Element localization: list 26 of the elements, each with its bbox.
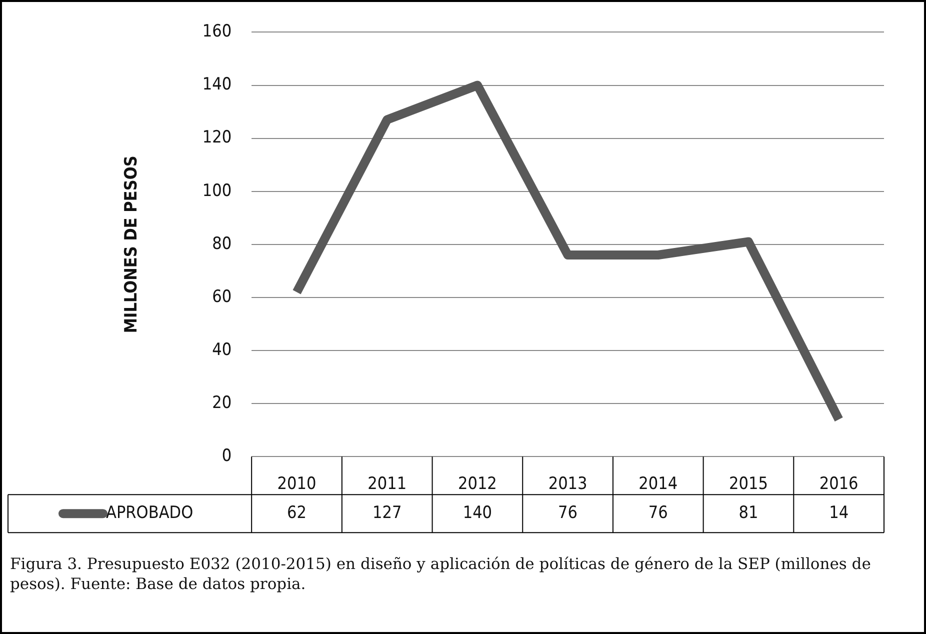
data-label: 140	[462, 503, 492, 524]
y-tick-label: 140	[202, 74, 232, 95]
x-tick-label: 2012	[458, 474, 497, 494]
text: Figura 3. Presupuesto E032 (2010-2015) en diseño y aplicación de políticas de género de la SEP (millones de pesos). Fuente: Base de datos propia.	[10, 554, 872, 594]
data-label: 81	[738, 503, 758, 524]
x-tick-label: 2015	[729, 474, 768, 494]
y-tick-label: 60	[212, 286, 232, 307]
data-label: 76	[558, 503, 578, 524]
y-tick-label: 120	[202, 128, 232, 148]
y-tick-label: 40	[212, 340, 232, 360]
data-label: 14	[829, 503, 849, 524]
y-axis-title: MILLONES DE PESOS	[122, 156, 142, 334]
x-tick-label: 2014	[638, 474, 678, 494]
x-tick-label: 2016	[819, 474, 858, 494]
x-tick-label: 2010	[277, 474, 316, 494]
legend-label: APROBADO	[106, 503, 194, 524]
y-tick-label: 80	[212, 234, 232, 254]
data-label: 76	[648, 503, 668, 524]
data-label: 127	[372, 503, 402, 524]
data-label: 62	[287, 503, 306, 524]
x-tick-label: 2013	[548, 474, 588, 494]
y-tick-label: 160	[202, 22, 232, 42]
y-tick-label: 100	[202, 180, 232, 201]
x-tick-label: 2011	[368, 474, 407, 494]
y-tick-label: 0	[222, 446, 232, 466]
y-tick-label: 20	[212, 392, 232, 413]
